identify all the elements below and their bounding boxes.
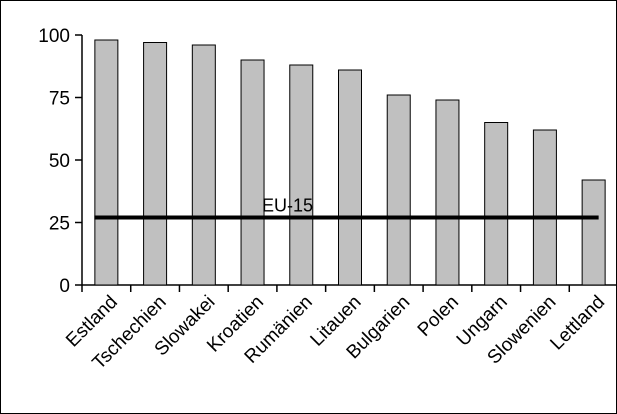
bar bbox=[143, 42, 168, 286]
bar bbox=[240, 59, 265, 286]
y-tick-label: 100 bbox=[38, 26, 70, 47]
bar bbox=[386, 94, 411, 286]
y-tick-label: 75 bbox=[49, 89, 70, 110]
x-category-label: Lettland bbox=[547, 292, 610, 355]
y-tick-label: 50 bbox=[49, 151, 70, 172]
bar bbox=[435, 99, 460, 286]
bar bbox=[338, 69, 362, 286]
eu15-label: EU-15 bbox=[262, 196, 313, 216]
bar bbox=[289, 64, 314, 286]
bar bbox=[94, 39, 119, 286]
bar bbox=[581, 179, 606, 286]
y-tick-label: 0 bbox=[59, 276, 70, 297]
y-tick-label: 25 bbox=[49, 214, 70, 235]
bar bbox=[191, 44, 216, 286]
bar bbox=[484, 122, 509, 286]
bar bbox=[532, 129, 557, 286]
